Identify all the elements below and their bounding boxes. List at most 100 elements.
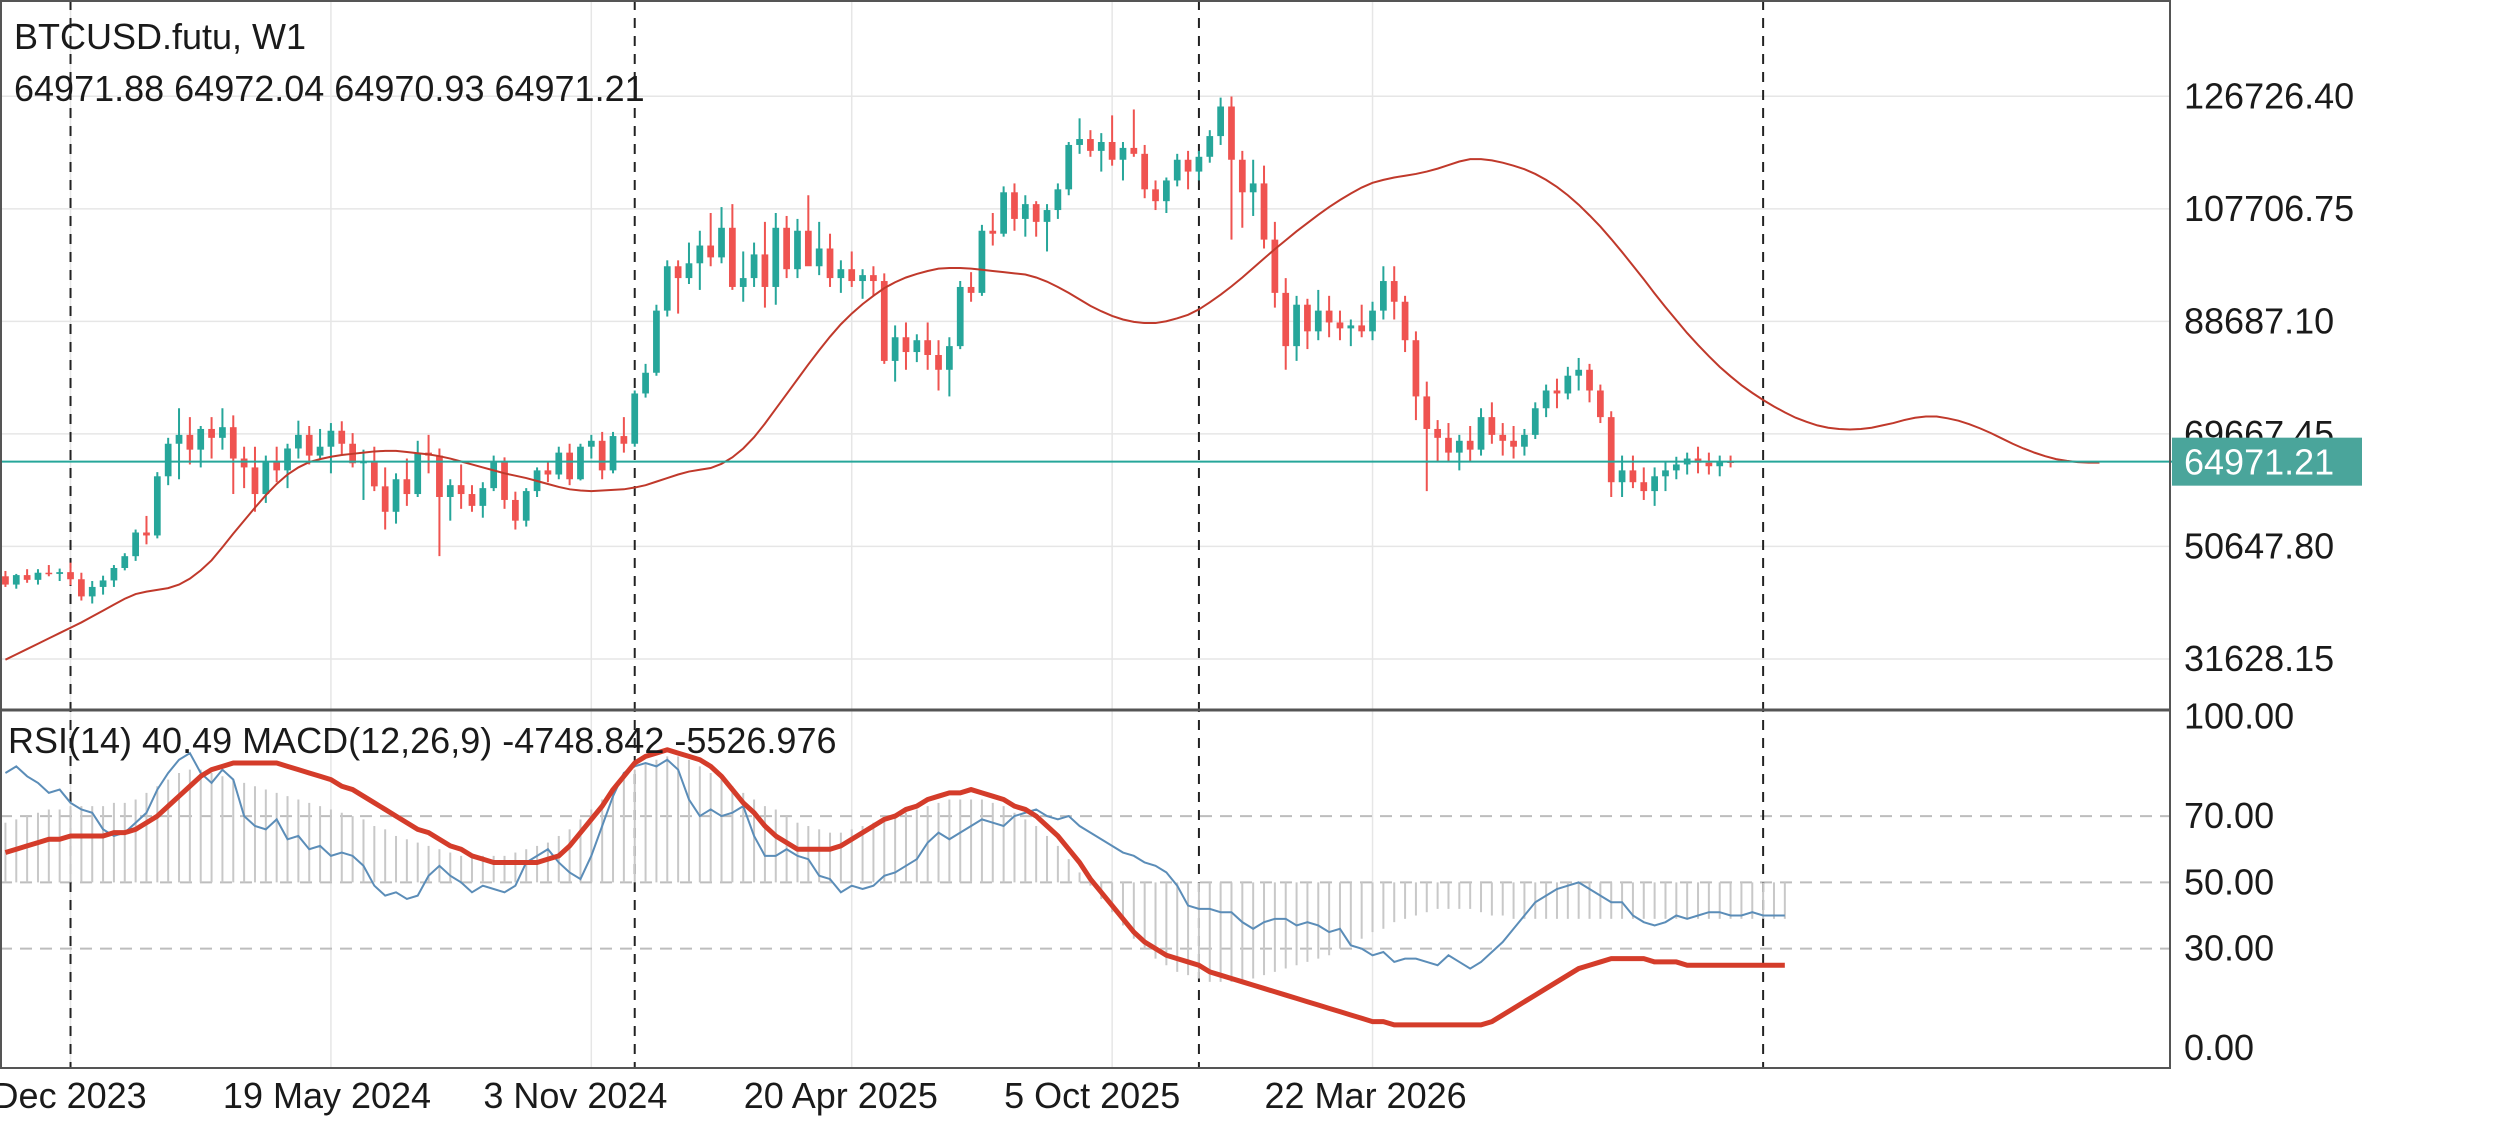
candle-body[interactable] (1076, 139, 1083, 145)
candle-body[interactable] (544, 470, 552, 475)
candle-body[interactable] (913, 340, 921, 353)
candle-body[interactable] (88, 586, 96, 597)
candle-body[interactable] (468, 494, 476, 506)
candle-body[interactable] (208, 428, 215, 438)
candle-body[interactable] (1553, 390, 1561, 394)
candle-body[interactable] (707, 245, 715, 258)
candle-body[interactable] (1640, 482, 1648, 492)
candle-body[interactable] (381, 486, 389, 512)
candle-body[interactable] (1358, 325, 1366, 332)
candle-body[interactable] (631, 393, 639, 444)
candle-body[interactable] (1314, 310, 1322, 332)
candle-body[interactable] (219, 427, 226, 438)
candle-body[interactable] (1119, 147, 1127, 160)
candle-body[interactable] (316, 446, 324, 456)
candle-body[interactable] (1271, 239, 1279, 293)
candle-body[interactable] (327, 430, 335, 447)
candle-body[interactable] (1445, 437, 1452, 453)
candle-body[interactable] (1629, 470, 1637, 483)
candle-body[interactable] (1705, 462, 1713, 467)
candle-body[interactable] (1369, 310, 1376, 332)
candle-body[interactable] (1564, 375, 1572, 394)
candle-body[interactable] (761, 254, 769, 287)
candle-body[interactable] (370, 461, 378, 487)
candle-body[interactable] (1173, 159, 1181, 181)
candle-body[interactable] (446, 485, 454, 497)
candle-body[interactable] (1575, 369, 1583, 376)
candle-body[interactable] (794, 230, 801, 270)
candle-body[interactable] (1065, 144, 1073, 190)
candle-body[interactable] (837, 269, 845, 279)
candle-body[interactable] (902, 337, 910, 353)
candle-body[interactable] (240, 458, 248, 468)
candle-body[interactable] (653, 310, 660, 373)
candle-body[interactable] (967, 286, 975, 293)
candle-body[interactable] (1000, 192, 1007, 234)
candle-body[interactable] (78, 579, 85, 597)
candle-body[interactable] (1597, 390, 1604, 418)
candle-body[interactable] (674, 266, 682, 279)
candle-body[interactable] (1466, 440, 1474, 450)
candle-body[interactable] (284, 448, 291, 471)
candle-body[interactable] (783, 227, 790, 270)
candle-body[interactable] (1097, 142, 1105, 151)
candle-body[interactable] (1152, 189, 1159, 202)
candle-body[interactable] (295, 434, 302, 449)
candle-body[interactable] (826, 248, 834, 279)
candle-body[interactable] (164, 443, 172, 477)
candle-body[interactable] (67, 572, 74, 580)
candle-body[interactable] (1282, 292, 1290, 347)
candle-body[interactable] (1380, 281, 1387, 311)
candle-body[interactable] (457, 485, 465, 495)
candle-body[interactable] (1293, 304, 1300, 347)
candle-body[interactable] (1531, 408, 1539, 435)
candle-body[interactable] (804, 230, 812, 267)
candle-body[interactable] (718, 227, 725, 258)
candle-body[interactable] (978, 230, 986, 293)
candle-body[interactable] (1163, 180, 1170, 202)
candle-body[interactable] (620, 436, 628, 444)
candle-body[interactable] (848, 269, 856, 282)
candle-body[interactable] (739, 278, 747, 287)
candle-body[interactable] (121, 556, 129, 568)
candle-body[interactable] (1521, 434, 1528, 447)
candle-body[interactable] (870, 275, 877, 282)
candle-body[interactable] (229, 427, 237, 459)
candle-body[interactable] (1195, 156, 1203, 172)
candle-body[interactable] (1618, 470, 1626, 483)
candle-body[interactable] (1021, 204, 1029, 219)
candle-body[interactable] (1087, 139, 1094, 151)
candle-body[interactable] (392, 479, 400, 512)
candle-body[interactable] (989, 230, 997, 234)
candle-body[interactable] (1488, 417, 1496, 435)
candle-body[interactable] (153, 476, 161, 536)
candle-body[interactable] (2, 576, 9, 585)
candle-body[interactable] (1054, 189, 1062, 211)
candle-body[interactable] (403, 479, 411, 495)
candle-body[interactable] (1694, 458, 1702, 463)
candle-body[interactable] (946, 346, 953, 370)
candle-body[interactable] (99, 580, 107, 587)
candle-body[interactable] (501, 461, 508, 500)
candle-body[interactable] (23, 575, 31, 580)
candle-body[interactable] (1304, 304, 1311, 332)
candle-body[interactable] (1672, 464, 1680, 471)
candle-body[interactable] (1510, 440, 1517, 447)
candle-body[interactable] (598, 440, 606, 471)
candle-body[interactable] (815, 248, 823, 267)
candle-body[interactable] (859, 275, 866, 282)
candle-body[interactable] (1260, 183, 1268, 240)
candle-body[interactable] (1217, 106, 1224, 137)
candle-body[interactable] (414, 452, 422, 495)
candle-body[interactable] (577, 446, 584, 480)
candle-body[interactable] (12, 575, 20, 585)
candle-body[interactable] (1228, 106, 1235, 160)
candle-body[interactable] (512, 499, 519, 521)
candle-body[interactable] (1249, 183, 1257, 193)
candle-body[interactable] (1032, 204, 1040, 222)
candle-body[interactable] (729, 227, 736, 287)
candle-body[interactable] (696, 245, 704, 264)
candle-body[interactable] (1412, 340, 1420, 397)
candle-body[interactable] (555, 452, 563, 475)
candle-body[interactable] (750, 254, 758, 279)
